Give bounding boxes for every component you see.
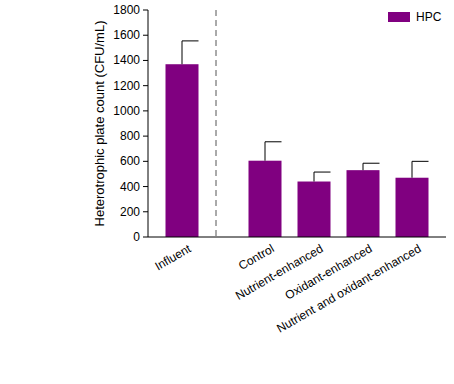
y-tick-label: 1800 bbox=[113, 3, 140, 17]
bars bbox=[166, 41, 429, 237]
y-axis-label: Heterotrophic plate count (CFU/mL) bbox=[92, 21, 107, 227]
error-line bbox=[265, 142, 266, 161]
error-cap bbox=[314, 172, 331, 173]
y-tick-label: 1200 bbox=[113, 79, 140, 93]
separator bbox=[216, 10, 217, 237]
error-bar bbox=[265, 142, 282, 161]
x-tick-label: Influent bbox=[152, 241, 194, 273]
y-tick bbox=[143, 60, 148, 61]
y-tick-label: 1000 bbox=[113, 104, 140, 118]
error-cap bbox=[363, 163, 380, 164]
error-cap bbox=[265, 141, 282, 142]
error-cap bbox=[182, 40, 199, 41]
legend: HPC bbox=[388, 10, 442, 24]
error-bar bbox=[314, 172, 331, 181]
y-tick-label: 400 bbox=[120, 180, 140, 194]
legend-swatch bbox=[388, 12, 410, 22]
y-tick-label: 0 bbox=[133, 230, 140, 244]
y-tick bbox=[143, 186, 148, 187]
y-tick bbox=[143, 10, 148, 11]
y-tick bbox=[143, 237, 148, 238]
legend-label: HPC bbox=[416, 10, 442, 24]
y-axis bbox=[148, 10, 149, 237]
bar bbox=[396, 178, 429, 237]
error-bar bbox=[182, 41, 199, 64]
error-line bbox=[182, 41, 183, 64]
error-line bbox=[412, 161, 413, 177]
error-line bbox=[363, 163, 364, 170]
bar bbox=[249, 161, 282, 237]
error-cap bbox=[412, 161, 429, 162]
x-axis bbox=[148, 237, 446, 238]
y-tick bbox=[143, 85, 148, 86]
y-tick bbox=[143, 110, 148, 111]
y-tick bbox=[143, 161, 148, 162]
bar bbox=[298, 182, 331, 237]
y-tick bbox=[143, 136, 148, 137]
bar bbox=[347, 170, 380, 237]
y-tick bbox=[143, 211, 148, 212]
y-tick-label: 200 bbox=[120, 205, 140, 219]
y-tick-label: 1600 bbox=[113, 28, 140, 42]
x-tick-label: Nutrient and oxidant-enhanced bbox=[274, 241, 423, 335]
y-tick bbox=[143, 35, 148, 36]
bar bbox=[166, 64, 199, 237]
y-tick-label: 1400 bbox=[113, 53, 140, 67]
y-tick-label: 600 bbox=[120, 154, 140, 168]
error-line bbox=[314, 172, 315, 181]
chart: 0 200 400 600 800 1000 1200 1400 1600 1800 Heterot… bbox=[0, 0, 454, 384]
y-tick-label: 800 bbox=[120, 129, 140, 143]
error-bar bbox=[363, 163, 380, 170]
error-bar bbox=[412, 161, 429, 177]
x-tick-label: Nutrient-enhanced bbox=[233, 241, 326, 302]
